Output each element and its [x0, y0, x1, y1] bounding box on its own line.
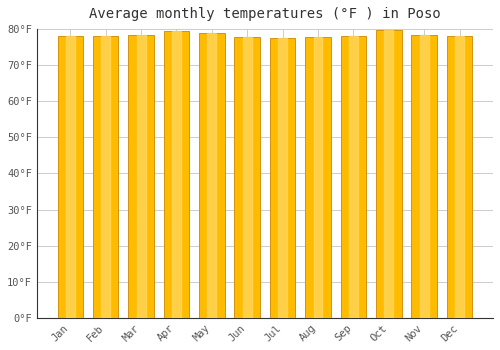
Bar	[314, 37, 322, 318]
Bar	[340, 36, 366, 318]
Bar	[270, 38, 295, 318]
Bar	[208, 33, 216, 318]
Bar	[349, 36, 358, 318]
Bar	[384, 30, 394, 318]
Bar	[128, 35, 154, 318]
Bar	[172, 31, 181, 318]
Bar	[376, 30, 402, 318]
Bar	[164, 31, 189, 318]
Bar	[278, 38, 287, 318]
Bar	[199, 33, 224, 318]
Bar	[306, 37, 331, 318]
Bar	[243, 37, 252, 318]
Bar	[234, 37, 260, 318]
Bar	[101, 36, 110, 318]
Bar	[136, 35, 145, 318]
Bar	[66, 36, 74, 318]
Bar	[447, 36, 472, 318]
Bar	[455, 36, 464, 318]
Bar	[58, 36, 83, 318]
Title: Average monthly temperatures (°F ) in Poso: Average monthly temperatures (°F ) in Po…	[89, 7, 441, 21]
Bar	[93, 36, 118, 318]
Bar	[412, 35, 437, 318]
Bar	[420, 35, 428, 318]
